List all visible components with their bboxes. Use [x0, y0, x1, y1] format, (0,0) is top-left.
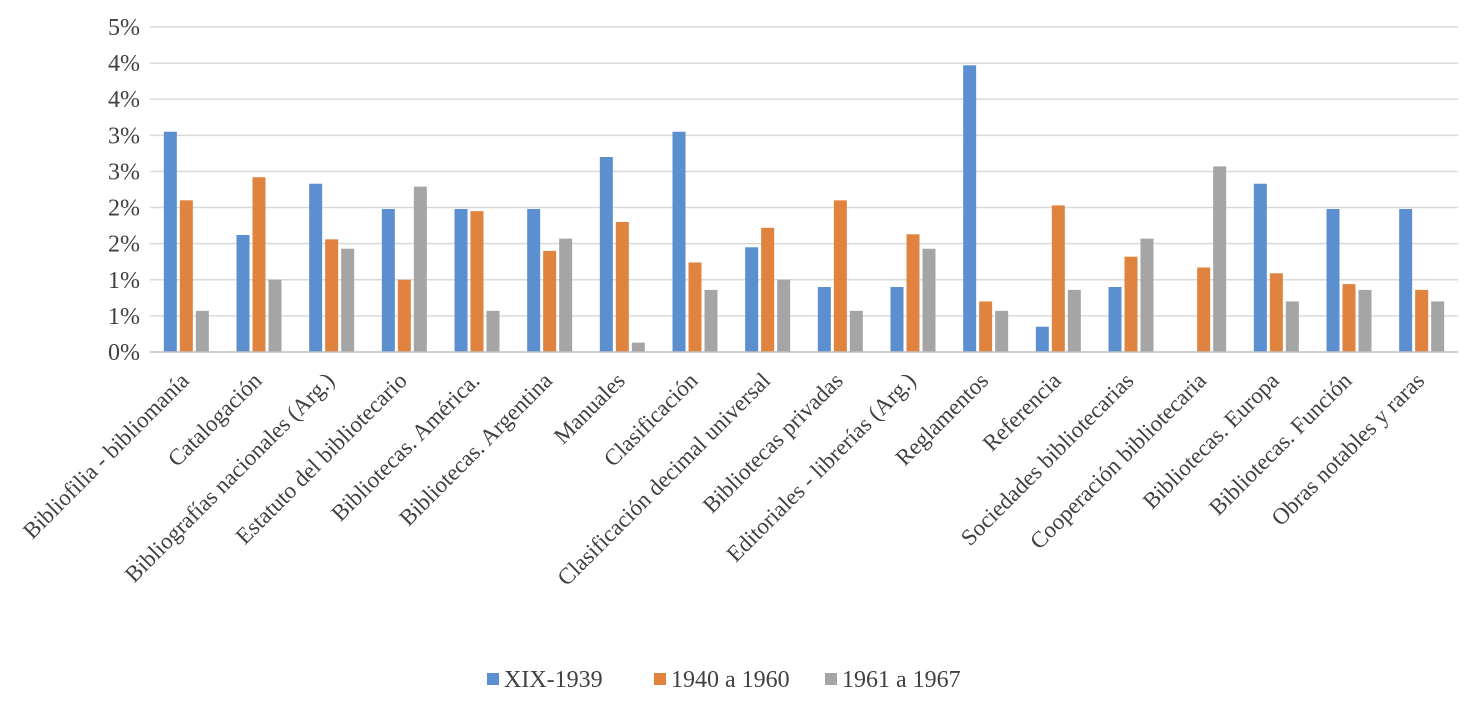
y-tick-label: 1% [108, 268, 140, 294]
x-category-label: Bibliotecas. Función [1204, 368, 1357, 521]
bar-xix-1939 [817, 287, 831, 352]
bar-1940-a-1960 [906, 234, 920, 352]
bar-1940-a-1960 [397, 279, 411, 352]
bar-1940-a-1960 [1269, 273, 1283, 352]
bar-1961-a-1967 [413, 186, 427, 352]
y-axis-tick-labels: 0% 1% 1% 2% 2% 3% 3% 4% 4% 5% [108, 15, 140, 366]
x-axis-category-labels: Bibliofilia - bibliomaníaCatalogaciónBib… [18, 368, 1429, 591]
bar-xix-1939 [454, 209, 468, 352]
bar-1940-a-1960 [543, 250, 557, 352]
legend-swatch [487, 673, 499, 685]
gridlines [150, 26, 1458, 317]
bar-1961-a-1967 [704, 289, 718, 352]
bar-1961-a-1967 [1285, 301, 1299, 352]
bar-1940-a-1960 [1124, 256, 1138, 352]
bar-1940-a-1960 [1342, 284, 1356, 352]
bar-1961-a-1967 [1431, 301, 1445, 352]
bar-1961-a-1967 [486, 310, 500, 352]
legend-swatch [825, 673, 837, 685]
y-tick-label: 2% [108, 232, 140, 258]
y-tick-label: 4% [108, 87, 140, 113]
legend-label: XIX-1939 [504, 667, 603, 693]
legend-swatch [654, 673, 666, 685]
bar-xix-1939 [1035, 326, 1049, 352]
bar-1940-a-1960 [1197, 267, 1211, 352]
bar-xix-1939 [1399, 209, 1413, 352]
y-tick-label: 3% [108, 123, 140, 149]
y-tick-label: 2% [108, 196, 140, 222]
bar-xix-1939 [309, 183, 323, 352]
bar-1940-a-1960 [1415, 289, 1429, 352]
y-tick-label: 4% [108, 51, 140, 77]
bar-1961-a-1967 [559, 238, 573, 352]
bar-1961-a-1967 [1213, 166, 1227, 352]
bar-1961-a-1967 [849, 310, 863, 352]
y-tick-label: 5% [108, 15, 140, 41]
bar-xix-1939 [963, 65, 977, 353]
legend: XIX-1939 1940 a 1960 1961 a 1967 [487, 667, 961, 693]
y-tick-label: 0% [108, 340, 140, 366]
bar-xix-1939 [672, 131, 686, 352]
bar-1961-a-1967 [268, 279, 282, 352]
bar-xix-1939 [236, 235, 250, 352]
bar-1940-a-1960 [179, 200, 193, 352]
bar-1940-a-1960 [1051, 205, 1065, 352]
bar-1961-a-1967 [995, 310, 1009, 352]
bar-1961-a-1967 [1140, 238, 1154, 352]
x-category-label: Bibliotecas privadas [698, 368, 848, 518]
bar-1961-a-1967 [922, 248, 936, 352]
bar-xix-1939 [163, 131, 177, 352]
bar-xix-1939 [381, 209, 395, 352]
bar-1940-a-1960 [979, 301, 993, 352]
bar-xix-1939 [890, 287, 904, 352]
bars [163, 65, 1445, 353]
y-tick-label: 1% [108, 304, 140, 330]
bar-xix-1939 [1326, 209, 1340, 352]
bar-1961-a-1967 [631, 342, 645, 352]
x-category-label: Bibliotecas. Europa [1138, 368, 1284, 514]
bar-1940-a-1960 [833, 200, 847, 352]
bar-1940-a-1960 [252, 177, 266, 352]
bar-1940-a-1960 [470, 211, 484, 352]
legend-label: 1940 a 1960 [671, 667, 790, 693]
bar-xix-1939 [599, 157, 613, 352]
bar-xix-1939 [745, 247, 759, 352]
bar-1961-a-1967 [1358, 289, 1372, 352]
bar-1940-a-1960 [761, 227, 775, 352]
bar-xix-1939 [1108, 287, 1122, 352]
bar-1961-a-1967 [195, 310, 209, 352]
bar-1961-a-1967 [1067, 289, 1081, 352]
bar-1940-a-1960 [688, 262, 702, 352]
bar-xix-1939 [1253, 183, 1267, 352]
bar-1940-a-1960 [615, 222, 629, 352]
bar-1961-a-1967 [341, 248, 355, 352]
bar-1961-a-1967 [777, 279, 791, 352]
y-tick-label: 3% [108, 159, 140, 185]
bar-1940-a-1960 [325, 239, 339, 352]
bar-xix-1939 [527, 209, 541, 352]
legend-label: 1961 a 1967 [842, 667, 961, 693]
